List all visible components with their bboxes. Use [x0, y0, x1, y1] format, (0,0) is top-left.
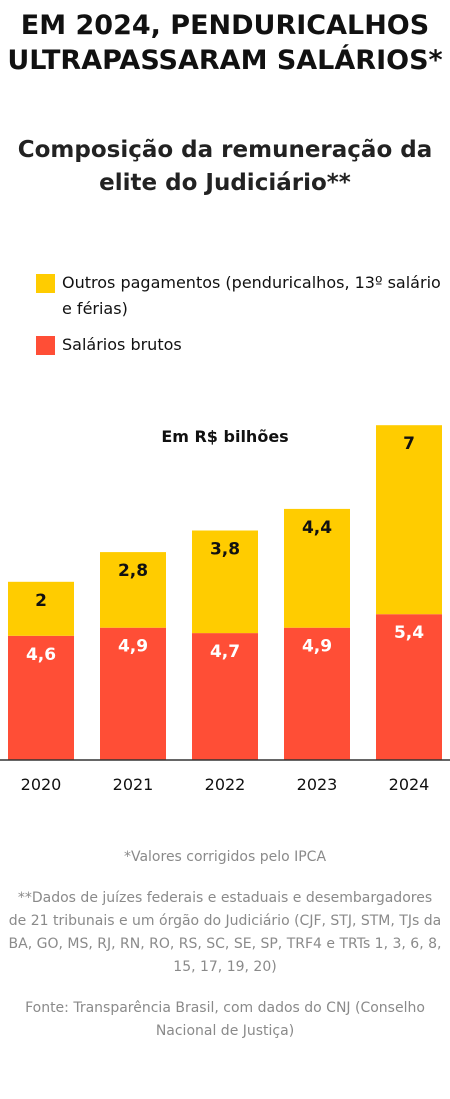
bar-salarios-2024 [376, 614, 442, 760]
data-label-outros-2024: 7 [403, 434, 415, 454]
legend: Outros pagamentos (penduricalhos, 13º sa… [36, 270, 446, 368]
legend-item-salarios: Salários brutos [36, 332, 446, 358]
data-label-outros-2020: 2 [35, 591, 47, 611]
data-label-salarios-2020: 4,6 [26, 645, 56, 665]
note-fonte: Fonte: Transparência Brasil, com dados d… [25, 1000, 425, 1039]
note-ipca: *Valores corrigidos pelo IPCA [123, 849, 327, 865]
data-label-outros-2021: 2,8 [118, 561, 148, 581]
note-dados: **Dados de juízes federais e estaduais e… [8, 890, 442, 975]
x-tick-label-2024: 2024 [389, 775, 430, 794]
bar-salarios-2020 [8, 635, 74, 760]
data-label-salarios-2021: 4,9 [118, 637, 148, 657]
bar-salarios-2023 [284, 627, 350, 760]
legend-swatch-salarios [36, 336, 55, 355]
data-label-salarios-2022: 4,7 [210, 642, 240, 662]
bar-outros-2024 [376, 425, 442, 615]
notes: *Valores corrigidos pelo IPCA **Dados de… [8, 846, 442, 1061]
data-label-outros-2023: 4,4 [302, 518, 332, 538]
chart-subtitle: Composição da remuneração da elite do Ju… [17, 137, 433, 196]
x-tick-label-2021: 2021 [113, 775, 154, 794]
bar-salarios-2021 [100, 627, 166, 760]
legend-label-outros: Outros pagamentos (penduricalhos, 13º sa… [62, 273, 441, 318]
bar-outros-2021 [100, 552, 166, 628]
chart-title: EM 2024, PENDURICALHOS ULTRAPASSARAM SAL… [7, 10, 443, 76]
bar-salarios-2022 [192, 633, 258, 760]
legend-swatch-outros [36, 274, 55, 293]
x-tick-label-2023: 2023 [297, 775, 338, 794]
x-tick-label-2022: 2022 [205, 775, 246, 794]
legend-label-salarios: Salários brutos [62, 335, 182, 354]
unit-label: Em R$ bilhões [161, 427, 288, 446]
data-label-outros-2022: 3,8 [210, 540, 240, 560]
stacked-bar-chart: Em R$ bilhões 4,6 2 2020 4,9 2,8 2021 4,7 3,8 202… [0, 425, 450, 794]
bar-outros-2020 [8, 581, 74, 636]
x-tick-label-2020: 2020 [21, 775, 62, 794]
data-label-salarios-2024: 5,4 [394, 623, 424, 643]
bar-outros-2022 [192, 530, 258, 634]
data-label-salarios-2023: 4,9 [302, 637, 332, 657]
bar-outros-2023 [284, 508, 350, 628]
legend-item-outros: Outros pagamentos (penduricalhos, 13º sa… [36, 270, 446, 322]
